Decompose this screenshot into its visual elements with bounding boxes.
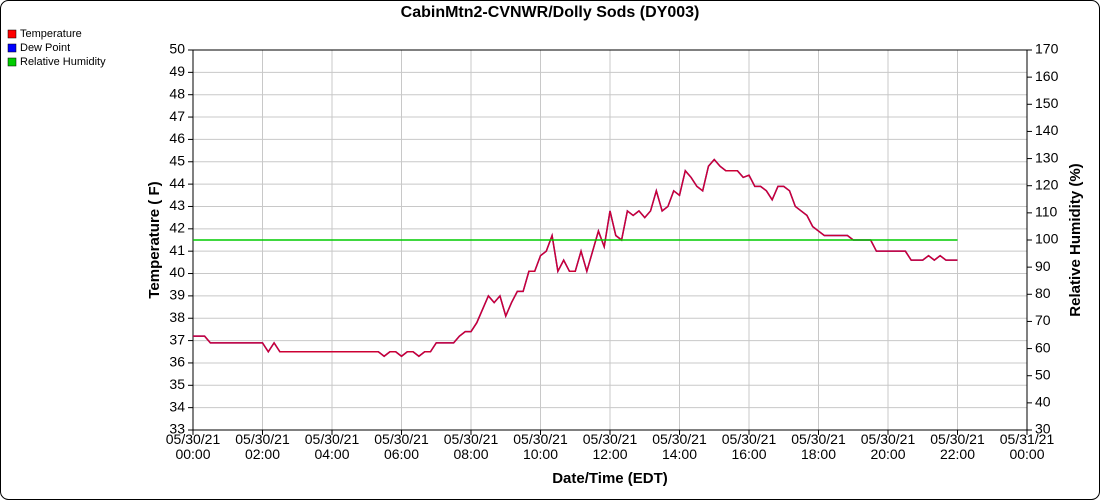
- legend-swatch: [7, 29, 17, 39]
- y2-tick-label: 100: [1035, 231, 1059, 247]
- y-tick-label: 43: [169, 197, 185, 213]
- chart-title: CabinMtn2-CVNWR/Dolly Sods (DY003): [401, 4, 700, 21]
- y2-tick-label: 150: [1035, 95, 1059, 111]
- y2-tick-label: 90: [1035, 258, 1051, 274]
- x-tick-label: 05/30/21 20:00: [860, 431, 916, 462]
- x-tick-label: 05/30/21 10:00: [513, 431, 568, 462]
- x-tick-label: 05/30/21 18:00: [791, 431, 846, 462]
- y-tick-label: 41: [169, 242, 185, 258]
- legend-swatch: [7, 43, 17, 53]
- y-tick-label: 35: [169, 376, 185, 392]
- y-tick-label: 44: [169, 175, 185, 191]
- x-tick-label: 05/30/21 00:00: [165, 431, 221, 462]
- y2-tick-label: 30: [1035, 421, 1051, 437]
- y-axis-label: Temperature ( F): [146, 181, 163, 298]
- x-tick-label: 05/30/21 04:00: [304, 431, 360, 462]
- y-tick-label: 46: [169, 130, 185, 146]
- y-tick-label: 40: [169, 264, 185, 280]
- y-tick-label: 33: [169, 421, 185, 437]
- y2-tick-label: 50: [1035, 366, 1051, 382]
- y-tick-label: 38: [169, 309, 185, 325]
- series-line: [193, 158, 958, 358]
- y2-axis-label: Relative Humidity (%): [1067, 163, 1084, 316]
- x-tick-label: 05/30/21 22:00: [930, 431, 985, 462]
- x-tick-label: 05/30/21 14:00: [652, 431, 707, 462]
- y-tick-label: 48: [169, 85, 185, 101]
- legend-label: Dew Point: [20, 42, 70, 54]
- y-tick-label: 37: [169, 331, 185, 347]
- y2-tick-label: 170: [1035, 41, 1059, 57]
- x-tick-label: 05/31/21 00:00: [999, 431, 1055, 462]
- y2-tick-label: 140: [1035, 122, 1059, 138]
- y2-tick-label: 60: [1035, 339, 1051, 355]
- x-tick-label: 05/30/21 16:00: [721, 431, 777, 462]
- y-tick-label: 34: [169, 398, 185, 414]
- x-tick-label: 05/30/21 08:00: [443, 431, 499, 462]
- legend-swatch: [7, 57, 17, 67]
- legend-label: Temperature: [20, 28, 82, 40]
- y2-tick-label: 80: [1035, 285, 1051, 301]
- y2-tick-label: 70: [1035, 312, 1051, 328]
- y-tick-label: 50: [169, 41, 185, 57]
- y-tick-label: 36: [169, 354, 185, 370]
- y-tick-label: 49: [169, 63, 185, 79]
- y2-tick-label: 110: [1035, 204, 1058, 220]
- y-tick-label: 47: [169, 108, 185, 124]
- y-tick-label: 39: [169, 287, 185, 303]
- y2-tick-label: 40: [1035, 394, 1051, 410]
- x-tick-label: 05/30/21 06:00: [374, 431, 429, 462]
- x-tick-label: 05/30/21 12:00: [582, 431, 638, 462]
- y-tick-label: 42: [169, 220, 185, 236]
- y2-tick-label: 160: [1035, 68, 1059, 84]
- legend-label: Relative Humidity: [20, 56, 106, 68]
- y2-tick-label: 120: [1035, 176, 1059, 192]
- x-tick-label: 05/30/21 02:00: [235, 431, 290, 462]
- y-tick-label: 45: [169, 152, 185, 168]
- x-axis-label: Date/Time (EDT): [552, 470, 668, 487]
- y2-tick-label: 130: [1035, 149, 1059, 165]
